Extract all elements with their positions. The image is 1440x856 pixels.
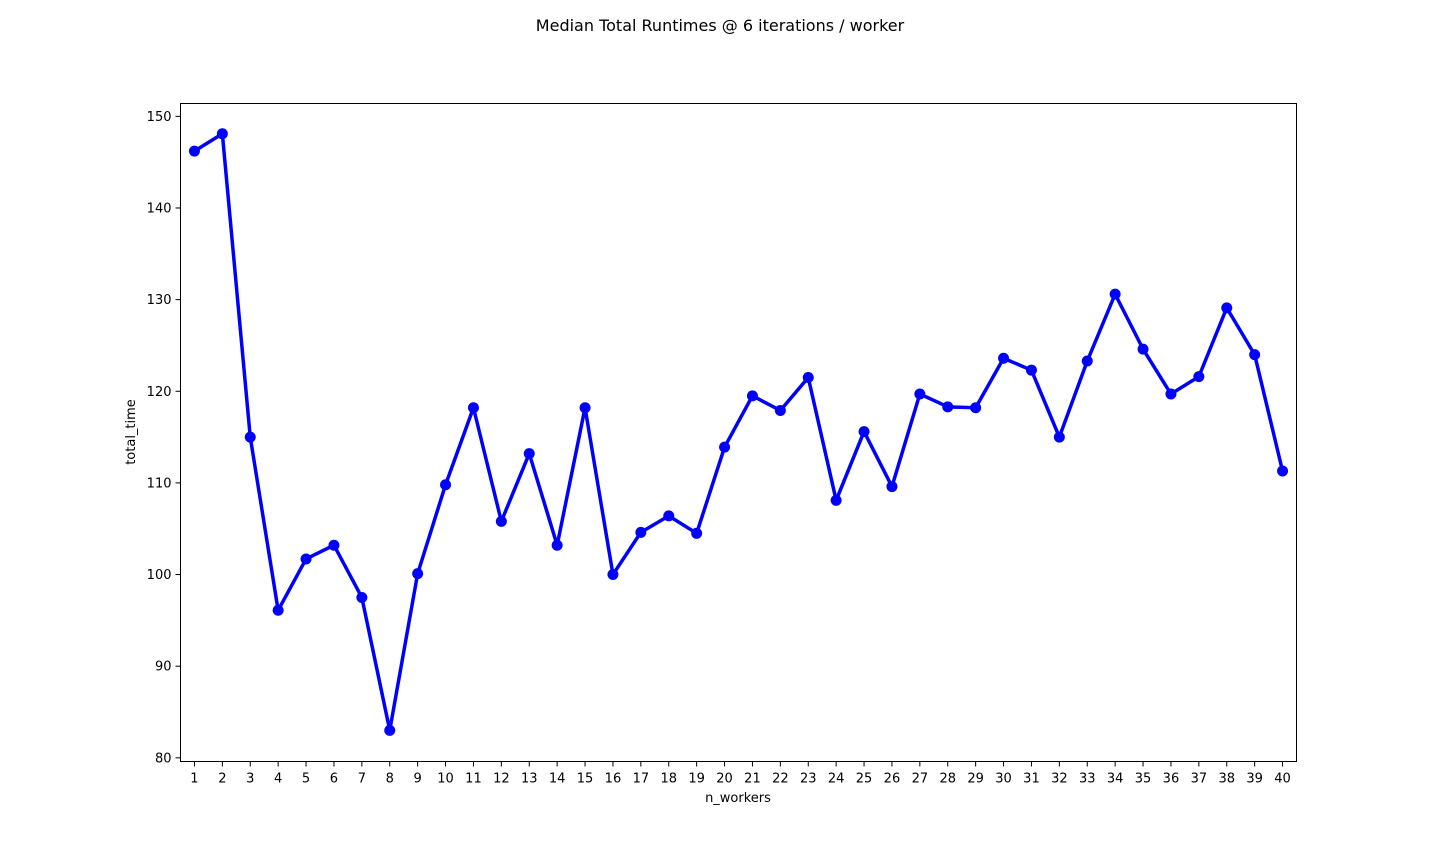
data-point <box>607 569 619 581</box>
x-tick-label: 39 <box>1246 772 1263 787</box>
series-line <box>193 131 1285 733</box>
x-tick-label: 28 <box>939 772 956 787</box>
x-tick-label: 36 <box>1163 772 1180 787</box>
x-tick-label: 35 <box>1135 772 1152 787</box>
data-point <box>244 431 256 443</box>
x-tick-label: 31 <box>1023 772 1040 787</box>
data-point <box>998 352 1010 364</box>
x-tick-label: 1 <box>190 772 198 787</box>
x-tick-label: 33 <box>1079 772 1096 787</box>
data-point <box>802 372 814 384</box>
data-point <box>328 539 340 551</box>
x-tick-label: 16 <box>605 772 622 787</box>
data-point <box>188 145 200 157</box>
series-points <box>188 128 1289 736</box>
y-axis-label: total_time <box>124 399 139 465</box>
x-tick-label: 12 <box>493 772 510 787</box>
x-axis-label: n_workers <box>705 791 771 806</box>
data-point <box>1165 388 1177 400</box>
data-point <box>746 390 758 402</box>
data-point <box>579 402 591 414</box>
x-tick-label: 32 <box>1051 772 1068 787</box>
x-tick-label: 6 <box>330 772 338 787</box>
x-tick-label: 20 <box>716 772 733 787</box>
data-point <box>635 526 647 538</box>
y-tick-label: 100 <box>147 568 172 583</box>
x-tick-label: 14 <box>549 772 566 787</box>
x-tick-label: 24 <box>828 772 845 787</box>
data-point <box>412 568 424 580</box>
x-tick-label: 34 <box>1107 772 1124 787</box>
x-tick-label: 18 <box>660 772 677 787</box>
y-tick-label: 120 <box>147 385 172 400</box>
data-point <box>1277 465 1289 477</box>
x-tick-label: 2 <box>218 772 226 787</box>
data-point <box>1249 349 1261 361</box>
data-point <box>1221 302 1233 314</box>
data-point <box>1053 431 1065 443</box>
data-point <box>300 553 312 565</box>
data-point <box>970 402 982 414</box>
x-tick-label: 11 <box>465 772 482 787</box>
data-point <box>914 388 926 400</box>
data-point <box>1137 343 1149 355</box>
y-tick-label: 110 <box>147 476 172 491</box>
x-tick-label: 22 <box>772 772 789 787</box>
data-point <box>384 724 396 736</box>
data-point <box>1025 364 1037 376</box>
data-point <box>1081 355 1093 367</box>
x-tick-label: 25 <box>856 772 873 787</box>
data-point <box>495 515 507 527</box>
x-tick-label: 21 <box>744 772 761 787</box>
data-point <box>356 591 368 603</box>
y-tick-label: 150 <box>147 110 172 125</box>
data-point <box>216 128 228 140</box>
x-tick-label: 7 <box>358 772 366 787</box>
data-point <box>942 401 954 413</box>
x-tick-label: 10 <box>437 772 454 787</box>
data-point <box>858 426 870 438</box>
x-tick-label: 3 <box>246 772 254 787</box>
x-tick-label: 37 <box>1191 772 1208 787</box>
data-point <box>1193 371 1205 383</box>
data-point <box>523 448 535 460</box>
data-point <box>1109 288 1121 300</box>
data-point <box>886 481 898 493</box>
y-tick-label: 80 <box>155 751 172 766</box>
data-point <box>691 527 703 539</box>
chart-title: Median Total Runtimes @ 6 iterations / w… <box>536 16 905 35</box>
x-tick-label: 29 <box>967 772 984 787</box>
x-tick-label: 5 <box>302 772 310 787</box>
x-tick-label: 26 <box>884 772 901 787</box>
y-tick-label: 130 <box>147 293 172 308</box>
x-tick-label: 19 <box>688 772 705 787</box>
x-tick-label: 13 <box>521 772 538 787</box>
data-point <box>830 494 842 506</box>
plot-frame <box>180 103 1297 762</box>
data-point <box>467 402 479 414</box>
x-tick-label: 40 <box>1274 772 1291 787</box>
y-axis: 80 90 100 110 120 130 140 150 <box>147 110 181 766</box>
data-point <box>774 405 786 417</box>
x-tick-label: 23 <box>800 772 817 787</box>
data-point <box>551 539 563 551</box>
x-tick-label: 9 <box>414 772 422 787</box>
y-tick-label: 140 <box>147 201 172 216</box>
data-point <box>719 441 731 453</box>
x-tick-label: 8 <box>386 772 394 787</box>
x-tick-label: 27 <box>912 772 929 787</box>
data-point <box>272 604 284 616</box>
x-tick-label: 17 <box>633 772 650 787</box>
x-tick-label: 15 <box>577 772 594 787</box>
data-point <box>440 479 452 491</box>
x-tick-label: 38 <box>1218 772 1235 787</box>
x-axis: 1 2 3 4 5 6 7 8 9 10 11 12 13 14 15 16 17 18 19 20 21 22 23 24 2… <box>190 761 1291 787</box>
y-tick-label: 90 <box>155 660 172 675</box>
x-tick-label: 4 <box>274 772 282 787</box>
data-point <box>663 510 675 522</box>
x-tick-label: 30 <box>995 772 1012 787</box>
